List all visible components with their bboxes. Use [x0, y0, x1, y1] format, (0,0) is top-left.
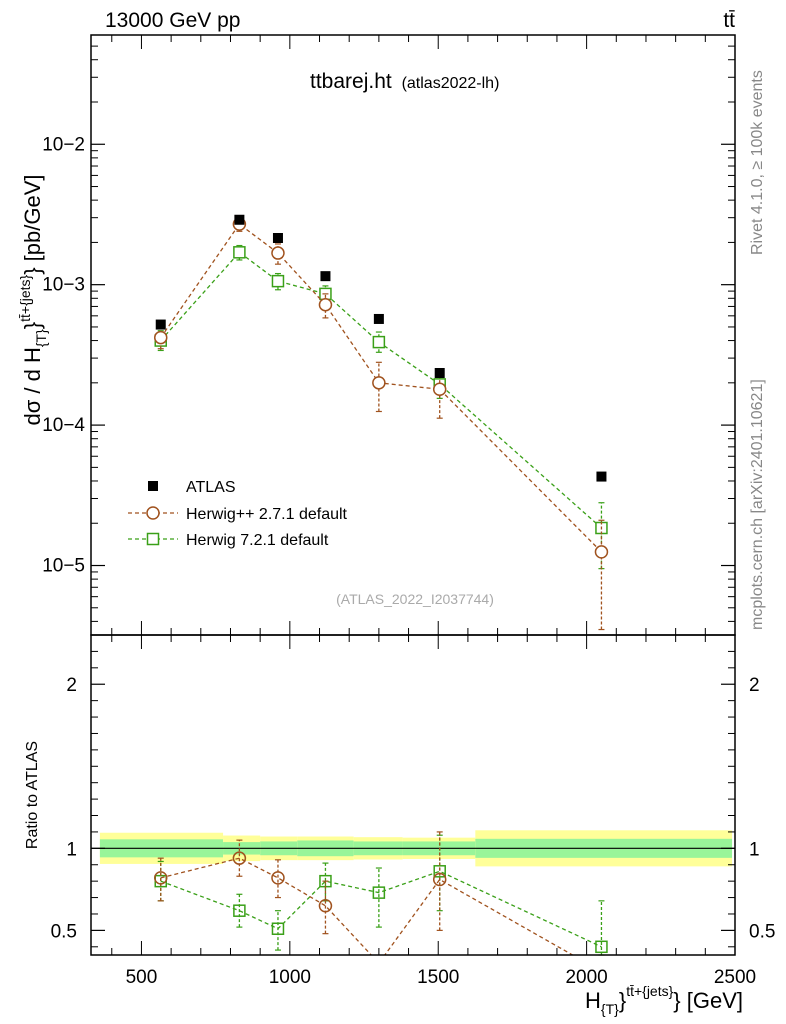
data-point-herwigpp [318, 297, 333, 312]
ratio-y-tick-label-right: 0.5 [749, 921, 775, 942]
data-point-herwigpp [372, 376, 386, 390]
svg-text:dσ / d H{T}}tt̄+{jets}} [pb/Ge: dσ / d H{T}}tt̄+{jets}} [pb/GeV] [17, 174, 49, 425]
legend-herwigpp: Herwig++ 2.7.1 default [128, 506, 348, 523]
y-label-brace: } [20, 322, 45, 329]
ratio-point-herwigpp [271, 871, 285, 885]
y-label-unit: } [pb/GeV] [20, 174, 45, 274]
ratio-y-tick-label: 1 [66, 839, 77, 860]
ratio-y-axis-label: Ratio to ATLAS [24, 741, 41, 849]
x-label-unit: } [GeV] [673, 988, 743, 1013]
y-label-sub: {T} [33, 329, 49, 347]
legend-atlas-marker [148, 481, 158, 491]
data-point-herwigpp [432, 382, 447, 397]
data-point-atlas [596, 471, 607, 482]
data-point-atlas [320, 271, 331, 282]
x-tick-label: 2500 [714, 967, 756, 988]
plot-title: ttbarej.ht (atlas2022-lh) [310, 70, 499, 93]
legend-herwigpp-marker [146, 506, 160, 520]
x-label-h: H [585, 988, 601, 1013]
legend: ATLAS Herwig++ 2.7.1 default Herwig 7.2.… [128, 479, 348, 549]
ratio-point-herwigpp [153, 871, 168, 885]
ratio-y-tick-label: 0.5 [51, 921, 77, 942]
ratio-y-tick-label-right: 2 [749, 675, 760, 696]
ratio-point-herwig7 [372, 886, 386, 899]
x-tick-label: 500 [126, 967, 158, 988]
x-axis-label: H{T}}tt̄+{jets}} [GeV] [585, 983, 743, 1017]
x-tick-label: 1000 [269, 967, 311, 988]
data-point-atlas [234, 214, 245, 225]
ratio-point-herwig7 [233, 904, 246, 917]
x-label-brace: } [619, 988, 626, 1013]
legend-atlas-label: ATLAS [186, 479, 236, 496]
mcplots-label: mcplots.cern.ch [arXiv:2401.10621] [749, 379, 766, 630]
process-label: tt̄ [723, 9, 735, 32]
energy-label: 13000 GeV pp [105, 9, 240, 32]
x-tick-label: 2000 [565, 967, 607, 988]
ratio-point-herwig7 [433, 865, 446, 878]
analysis-watermark: (ATLAS_2022_I2037744) [336, 591, 494, 607]
ratio-y-tick-label-right: 1 [749, 839, 760, 860]
y-label-part1: dσ / d H [20, 347, 45, 425]
main-y-axis-label: dσ / d H{T}}tt̄+{jets}} [pb/GeV] [17, 174, 49, 425]
legend-herwig7-label: Herwig 7.2.1 default [186, 532, 329, 549]
legend-herwigpp-label: Herwig++ 2.7.1 default [186, 506, 348, 523]
y-tick-label: 10−5 [42, 556, 85, 577]
ratio-y-tick-label: 2 [66, 675, 77, 696]
ratio-point-herwig7 [271, 922, 285, 935]
data-point-atlas [155, 319, 166, 330]
y-label-sup: tt̄+{jets} [17, 274, 33, 321]
ratio-point-herwigpp [232, 851, 247, 865]
rivet-version-label: Rivet 4.1.0, ≥ 100k events [749, 70, 766, 255]
legend-herwig7-marker [146, 532, 160, 546]
data-point-herwigpp [153, 330, 168, 345]
data-point-atlas [272, 233, 283, 244]
data-point-herwig7 [233, 246, 246, 259]
ratio-plot-frame [90, 634, 736, 956]
data-point-atlas [434, 367, 445, 378]
y-tick-label: 10−2 [42, 134, 85, 155]
plot-title-sub: (atlas2022-lh) [402, 75, 500, 92]
data-point-atlas [373, 313, 384, 324]
data-point-herwig7 [372, 335, 386, 349]
data-point-herwig7 [271, 274, 285, 288]
y-tick-label: 10−3 [42, 275, 85, 296]
y-tick-label: 10−4 [42, 415, 85, 436]
data-point-herwigpp [271, 246, 285, 260]
ratio-point-herwigpp [432, 872, 447, 887]
x-label-sub: {T} [601, 1001, 619, 1017]
x-tick-label: 1500 [417, 967, 459, 988]
data-point-herwigpp [594, 545, 609, 559]
plot-title-main: ttbarej.ht [310, 70, 392, 93]
legend-atlas: ATLAS [148, 479, 236, 496]
legend-herwig7: Herwig 7.2.1 default [128, 532, 329, 549]
ratio-point-herwigpp [318, 899, 333, 913]
ratio-point-herwig7 [595, 940, 608, 954]
x-label-sup: tt̄+{jets} [626, 983, 673, 999]
ratio-series-line [160, 870, 602, 948]
